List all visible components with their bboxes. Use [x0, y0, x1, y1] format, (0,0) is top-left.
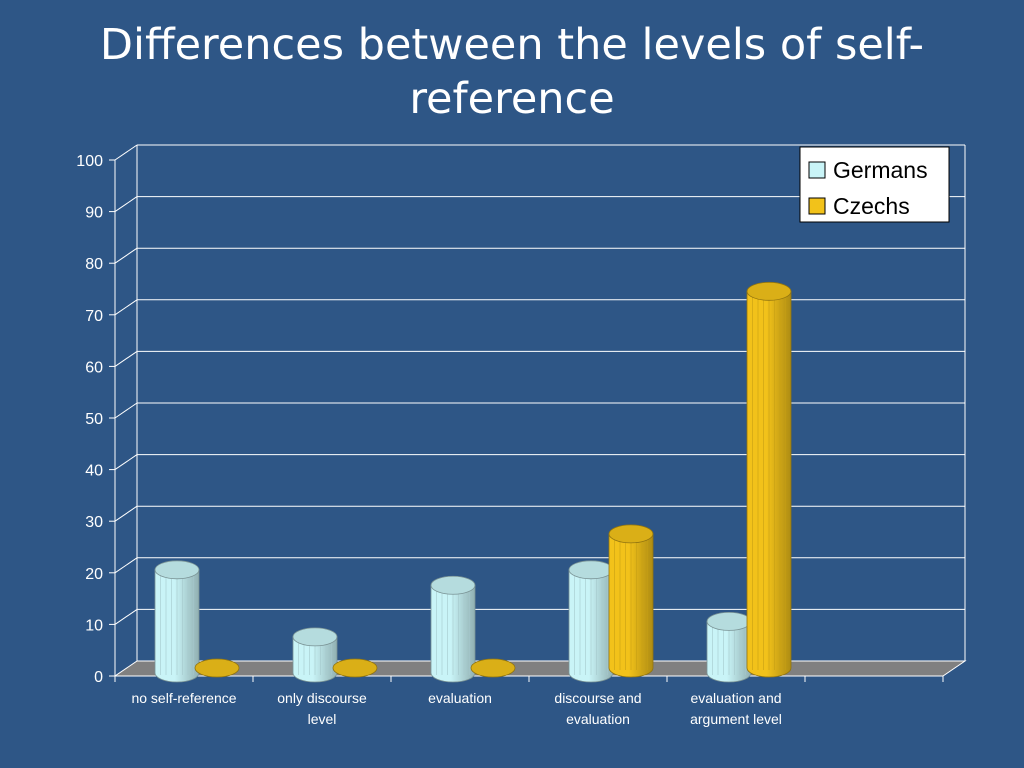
gridline-depth: [114, 144, 138, 161]
y-tick-label: 40: [85, 463, 103, 480]
legend-label-czechs: Czechs: [833, 193, 910, 219]
bar-cap: [706, 612, 752, 631]
x-category-label: discourse and evaluation: [554, 690, 641, 727]
bar-cap: [608, 524, 654, 544]
bar-cap: [568, 560, 614, 580]
bar-cap: [154, 560, 200, 580]
legend-label-germans: Germans: [833, 157, 928, 183]
y-tick-label: 20: [85, 566, 103, 583]
y-tick-label: 30: [85, 514, 103, 531]
x-category-label: no self-reference: [131, 690, 236, 706]
y-tick-label: 90: [85, 205, 103, 222]
gridline-depth: [114, 247, 138, 264]
gridline-depth: [114, 454, 138, 471]
legend-swatch-czechs: [808, 197, 826, 215]
bar-czechs: [332, 658, 378, 678]
bar-germans: [706, 612, 752, 683]
y-tick-label: 60: [85, 359, 103, 376]
gridline-depth: [114, 196, 138, 213]
bar-germans: [568, 560, 614, 683]
title-line-1: Differences between the levels of self-: [99, 20, 925, 70]
bar-cap: [746, 281, 792, 301]
legend-swatch-germans: [808, 161, 826, 179]
bar-cap: [292, 627, 338, 647]
bar-czechs: [608, 524, 654, 678]
bar-czechs: [470, 658, 516, 678]
bar-cap: [430, 575, 476, 595]
bar-germans: [292, 627, 338, 683]
x-category-label: evaluation: [428, 690, 492, 706]
gridline-depth: [114, 299, 138, 316]
bar-cap: [470, 658, 516, 678]
chart-axes: [109, 159, 944, 682]
gridline-depth: [114, 608, 138, 625]
chart-bars: [154, 281, 792, 683]
title-line-2: reference: [409, 74, 615, 124]
x-category-label: evaluation and argument level: [690, 690, 782, 727]
y-tick-label: 10: [85, 617, 103, 634]
y-tick-label: 100: [76, 153, 103, 170]
bar-czechs: [746, 281, 792, 678]
bar-germans: [154, 560, 200, 683]
gridline-depth: [114, 557, 138, 574]
y-tick-label: 70: [85, 308, 103, 325]
gridline-depth: [114, 402, 138, 419]
y-tick-label: 50: [85, 411, 103, 428]
y-tick-label: 0: [94, 669, 103, 686]
x-category-label: only discourse level: [277, 690, 367, 727]
chart-floor: [113, 660, 967, 677]
bar-germans: [430, 575, 476, 683]
chart-labels: 0 10 20 30 40 50 60 70 80 90 100 no self-reference o…: [76, 153, 782, 727]
gridline-depth: [114, 505, 138, 522]
floor-plane: [113, 660, 967, 677]
y-tick-label: 80: [85, 256, 103, 273]
chart-legend: Germans Czechs: [799, 146, 950, 223]
slide-title: Differences between the levels of self- …: [0, 18, 1024, 126]
gridline-depth: [114, 350, 138, 367]
bar-cap: [332, 658, 378, 678]
bar-czechs: [194, 658, 240, 678]
bar-cap: [194, 658, 240, 678]
